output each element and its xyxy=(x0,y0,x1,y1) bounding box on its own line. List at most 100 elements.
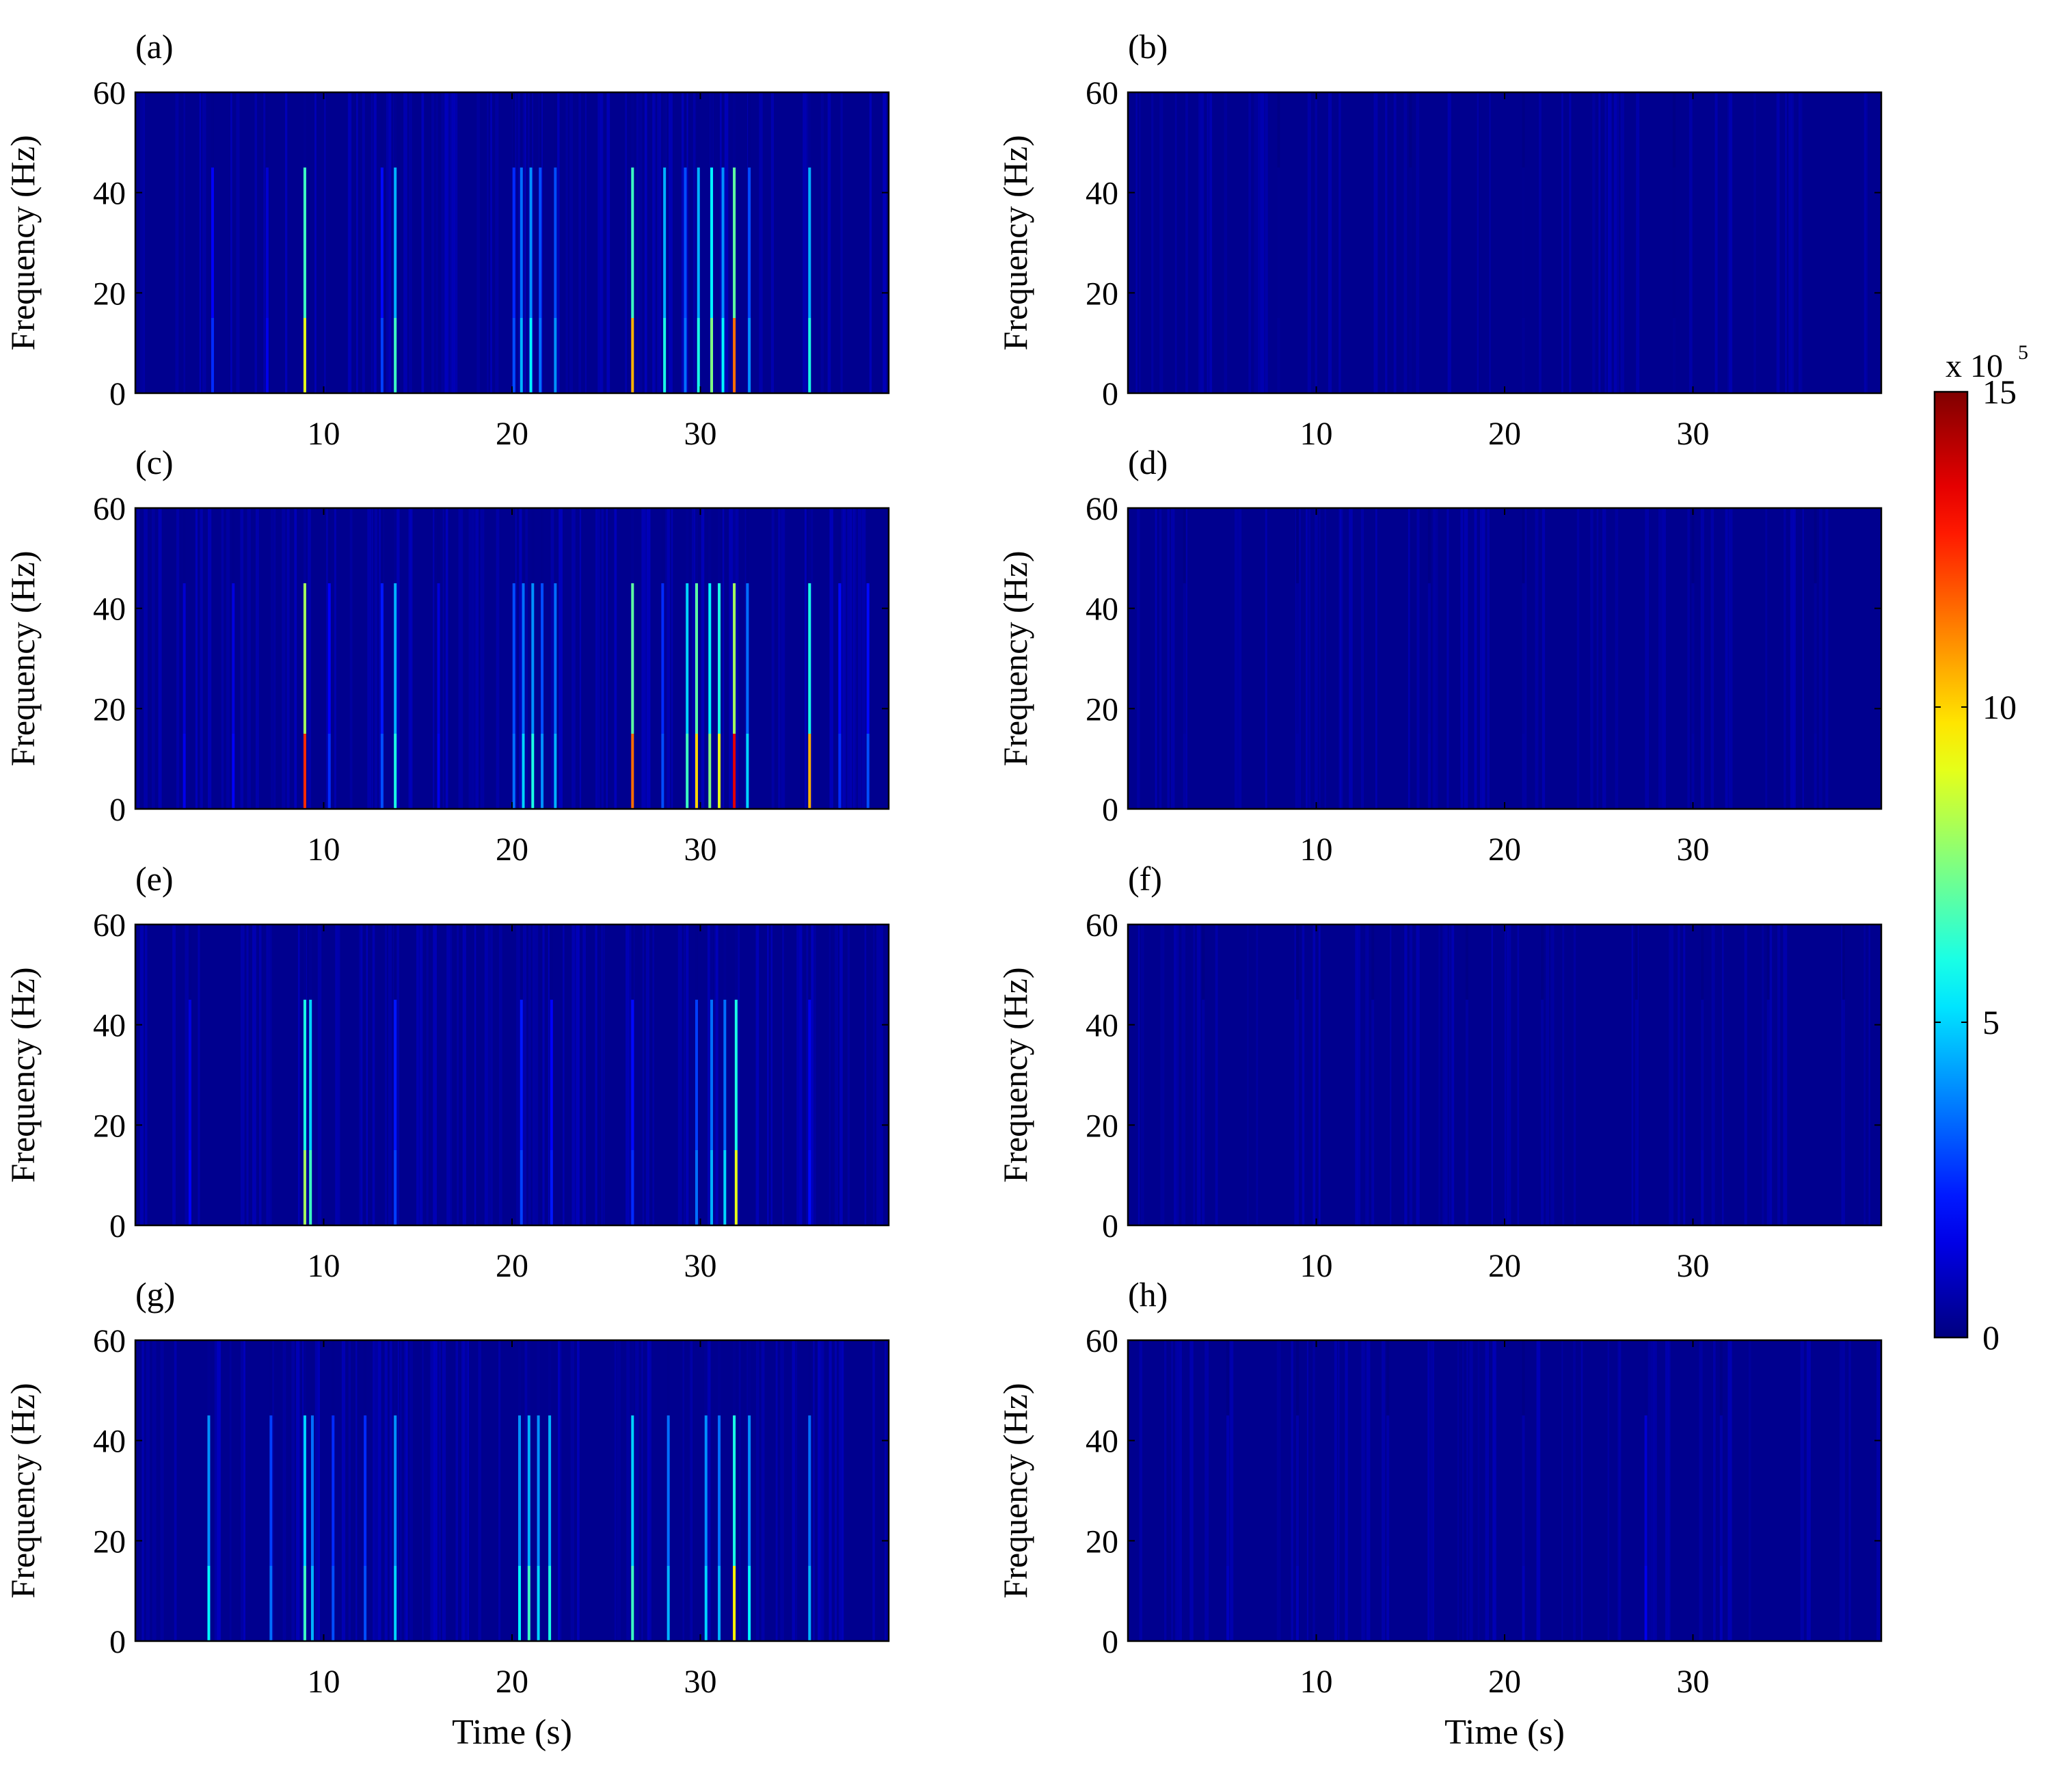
noise-stripe xyxy=(1550,924,1555,1225)
noise-stripe xyxy=(1416,92,1420,393)
noise-stripe xyxy=(266,924,269,1225)
spectral-stripe xyxy=(310,1415,314,1566)
noise-stripe xyxy=(1404,924,1408,1225)
noise-stripe xyxy=(1234,508,1238,809)
noise-stripe xyxy=(484,924,488,1225)
noise-stripe xyxy=(371,92,373,393)
spectral-stripe xyxy=(232,734,235,809)
spectral-stripe xyxy=(808,168,811,318)
spectral-stripe xyxy=(518,1340,522,1415)
spectral-stripe xyxy=(1465,1000,1468,1150)
y-tick-label: 0 xyxy=(109,376,126,412)
noise-stripe xyxy=(271,508,273,809)
noise-stripe xyxy=(1366,1340,1371,1641)
noise-stripe xyxy=(1205,1340,1209,1641)
y-tick-label: 40 xyxy=(93,1424,126,1460)
noise-stripe xyxy=(356,92,358,393)
noise-stripe xyxy=(1315,92,1317,393)
spectral-stripe xyxy=(1371,924,1375,1000)
noise-stripe xyxy=(431,92,435,393)
x-tick-label: 30 xyxy=(1677,1248,1710,1284)
x-tick-label: 30 xyxy=(1677,1664,1710,1700)
noise-stripe xyxy=(1800,1340,1804,1641)
spectral-stripe xyxy=(380,168,384,318)
noise-stripe xyxy=(151,508,155,809)
x-tick-label: 20 xyxy=(1488,831,1521,868)
noise-stripe xyxy=(1403,92,1408,393)
spectral-stripe xyxy=(1634,1150,1638,1225)
colorbar-tick-label: 5 xyxy=(1982,1003,2000,1041)
spectral-stripe xyxy=(188,1000,191,1150)
noise-stripe xyxy=(578,92,582,393)
spectral-stripe xyxy=(686,734,689,809)
spectral-stripe xyxy=(554,583,557,734)
spectrogram-background xyxy=(135,508,889,809)
noise-stripe xyxy=(1265,92,1268,393)
spectral-stripe xyxy=(1295,583,1299,734)
noise-stripe xyxy=(1444,924,1448,1225)
noise-stripe xyxy=(422,1340,424,1641)
noise-stripe xyxy=(1393,92,1397,393)
noise-stripe xyxy=(1174,92,1177,393)
noise-stripe xyxy=(1542,508,1546,809)
spectral-stripe xyxy=(1409,168,1412,318)
spectral-stripe xyxy=(310,1340,314,1415)
noise-stripe xyxy=(199,92,202,393)
noise-stripe xyxy=(600,92,604,393)
spectral-stripe xyxy=(808,1340,811,1415)
noise-stripe xyxy=(1175,1340,1179,1641)
panel-label: (e) xyxy=(135,860,174,898)
spectral-stripe xyxy=(269,1340,273,1415)
spectral-stripe xyxy=(1409,318,1412,393)
spectral-stripe xyxy=(527,1340,530,1415)
noise-stripe xyxy=(458,508,463,809)
spectral-stripe xyxy=(1672,92,1676,168)
noise-stripe xyxy=(419,924,423,1225)
spectral-stripe xyxy=(1465,1150,1468,1225)
spectral-stripe xyxy=(663,168,667,318)
noise-stripe xyxy=(435,92,438,393)
noise-stripe xyxy=(838,1340,842,1641)
noise-stripe xyxy=(542,924,545,1225)
noise-stripe xyxy=(1200,92,1205,393)
panel-label: (d) xyxy=(1128,443,1168,481)
spectral-stripe xyxy=(1465,924,1468,1000)
noise-stripe xyxy=(453,92,455,393)
spectral-stripe xyxy=(548,1415,552,1566)
noise-stripe xyxy=(1868,924,1870,1225)
noise-stripe xyxy=(638,92,643,393)
noise-stripe xyxy=(1338,92,1341,393)
x-tick-label: 10 xyxy=(308,831,340,868)
noise-stripe xyxy=(433,924,438,1225)
noise-stripe xyxy=(829,1340,832,1641)
noise-stripe xyxy=(1307,92,1311,393)
noise-stripe xyxy=(384,1340,388,1641)
noise-stripe xyxy=(559,508,563,809)
noise-stripe xyxy=(1480,508,1483,809)
spectral-stripe xyxy=(723,1000,727,1150)
x-tick-label: 20 xyxy=(1488,1664,1521,1700)
noise-stripe xyxy=(195,508,198,809)
noise-stripe xyxy=(140,92,144,393)
noise-stripe xyxy=(1700,508,1704,809)
noise-stripe xyxy=(626,1340,630,1641)
noise-stripe xyxy=(738,1340,741,1641)
noise-stripe xyxy=(1592,92,1596,393)
spectral-stripe xyxy=(808,508,811,583)
noise-stripe xyxy=(142,1340,144,1641)
noise-stripe xyxy=(1807,1340,1811,1641)
spectral-stripe xyxy=(183,583,186,734)
x-tick-label: 30 xyxy=(684,1248,717,1284)
noise-stripe xyxy=(834,924,838,1225)
noise-stripe xyxy=(377,1340,381,1641)
noise-stripe xyxy=(457,924,459,1225)
noise-stripe xyxy=(829,508,833,809)
noise-stripe xyxy=(755,924,759,1225)
noise-stripe xyxy=(1319,508,1321,809)
noise-stripe xyxy=(606,508,608,809)
noise-stripe xyxy=(240,1340,244,1641)
y-tick-label: 0 xyxy=(1102,376,1118,412)
spectral-stripe xyxy=(708,583,712,734)
spectral-stripe xyxy=(303,508,306,583)
